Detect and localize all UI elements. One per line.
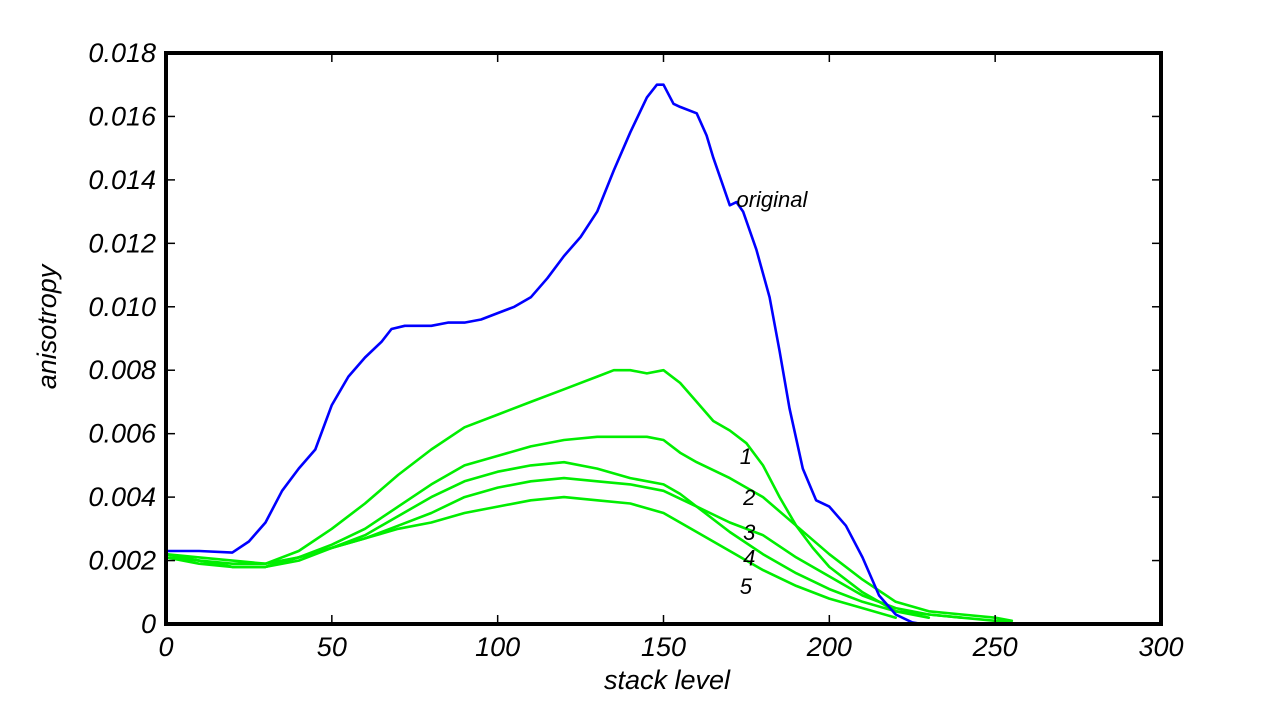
y-tick-label: 0.008 bbox=[88, 355, 156, 385]
y-tick-label: 0.018 bbox=[88, 38, 156, 68]
series-label-5: 5 bbox=[740, 574, 753, 599]
y-tick-label: 0 bbox=[141, 609, 156, 639]
y-tick-label: 0.006 bbox=[88, 419, 157, 449]
y-tick-label: 0.016 bbox=[88, 101, 157, 131]
y-tick-label: 0.014 bbox=[88, 165, 156, 195]
y-tick-label: 0.010 bbox=[88, 292, 156, 322]
y-tick-label: 0.002 bbox=[88, 546, 156, 576]
x-tick-label: 150 bbox=[641, 632, 686, 662]
labels-layer: 0 0.002 0.004 0.006 0.008 0.010 0.012 0.014 0.01… bbox=[88, 38, 1183, 662]
series-line-5 bbox=[164, 495, 898, 620]
series-label-2: 2 bbox=[742, 485, 755, 510]
series-line-2 bbox=[164, 435, 1014, 623]
series-label-1: 1 bbox=[740, 444, 752, 469]
y-tick-label: 0.004 bbox=[88, 482, 156, 512]
x-axis-title: stack level bbox=[604, 665, 731, 695]
series-label-4: 4 bbox=[743, 545, 755, 570]
y-axis-title: anisotropy bbox=[32, 263, 62, 389]
ticks-layer bbox=[165, 52, 1162, 625]
series-line-original bbox=[164, 83, 924, 626]
x-tick-label: 50 bbox=[317, 632, 347, 662]
y-tick-label: 0.012 bbox=[88, 228, 156, 258]
x-tick-label: 100 bbox=[475, 632, 520, 662]
x-tick-label: 0 bbox=[158, 632, 173, 662]
x-tick-label: 300 bbox=[1138, 632, 1183, 662]
x-tick-label: 250 bbox=[972, 632, 1018, 662]
series-label-3: 3 bbox=[743, 520, 756, 545]
series-layer bbox=[164, 83, 1014, 626]
annotations-layer: original 1 2 34 5 bbox=[736, 187, 808, 599]
x-tick-label: 200 bbox=[806, 632, 852, 662]
series-label-original: original bbox=[736, 187, 808, 212]
series-line-3 bbox=[164, 460, 964, 620]
series-line-1 bbox=[164, 368, 1014, 623]
